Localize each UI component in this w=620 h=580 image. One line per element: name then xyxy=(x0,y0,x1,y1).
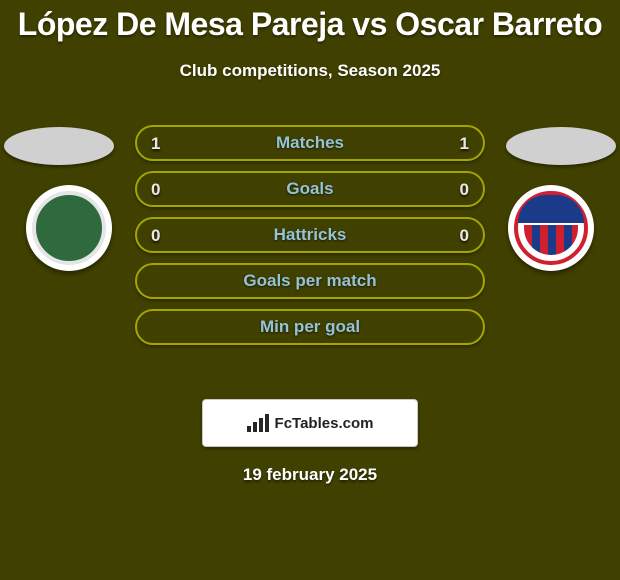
club-crest-left xyxy=(26,185,112,271)
stat-row-min-per-goal: Min per goal xyxy=(135,309,485,345)
stat-label: Matches xyxy=(276,133,344,153)
bar-chart-icon xyxy=(247,414,269,432)
subtitle: Club competitions, Season 2025 xyxy=(0,61,620,81)
club-crest-right xyxy=(508,185,594,271)
stat-label: Min per goal xyxy=(260,317,360,337)
stat-left-value: 1 xyxy=(151,134,160,154)
stat-right-value: 0 xyxy=(460,226,469,246)
stat-row-hattricks: 0 Hattricks 0 xyxy=(135,217,485,253)
stat-label: Goals xyxy=(286,179,333,199)
watermark-text: FcTables.com xyxy=(275,415,374,432)
stat-row-goals: 0 Goals 0 xyxy=(135,171,485,207)
stat-row-goals-per-match: Goals per match xyxy=(135,263,485,299)
stat-label: Hattricks xyxy=(274,225,347,245)
page-title: López De Mesa Pareja vs Oscar Barreto xyxy=(0,0,620,43)
stat-right-value: 1 xyxy=(460,134,469,154)
stat-label: Goals per match xyxy=(243,271,376,291)
stat-left-value: 0 xyxy=(151,226,160,246)
stat-left-value: 0 xyxy=(151,180,160,200)
date-text: 19 february 2025 xyxy=(0,465,620,485)
stat-rows: 1 Matches 1 0 Goals 0 0 Hattricks 0 Goal… xyxy=(135,125,485,355)
watermark-card: FcTables.com xyxy=(202,399,418,447)
player-left-avatar xyxy=(4,127,114,165)
stat-right-value: 0 xyxy=(460,180,469,200)
player-right-avatar xyxy=(506,127,616,165)
comparison-stage: 1 Matches 1 0 Goals 0 0 Hattricks 0 Goal… xyxy=(0,125,620,385)
stat-row-matches: 1 Matches 1 xyxy=(135,125,485,161)
